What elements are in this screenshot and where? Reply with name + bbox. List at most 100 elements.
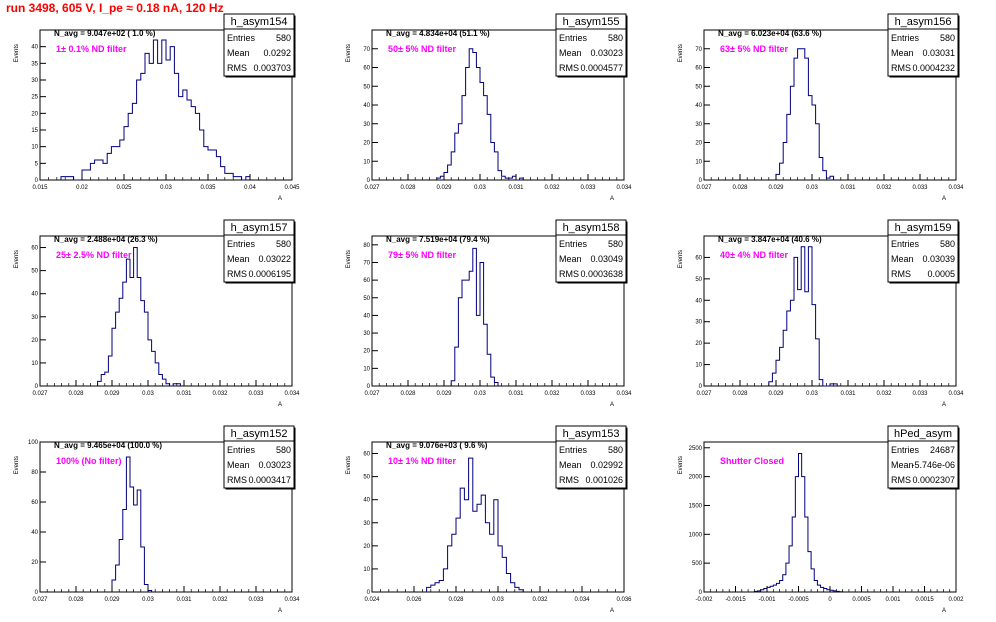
y-tick-label: 20 (695, 341, 702, 347)
stats-value-entries: 580 (276, 33, 291, 43)
stats-key-mean: Mean (227, 48, 250, 58)
x-tick-label: 0.029 (436, 185, 452, 191)
y-tick-label: 20 (363, 349, 370, 355)
y-tick-label: 10 (363, 567, 370, 573)
y-tick-label: 0 (699, 590, 703, 596)
stats-title: h_asym156 (895, 16, 952, 28)
plot-frame (39, 235, 293, 387)
x-tick-label: 0.029 (436, 391, 452, 397)
stats-value-mean: 0.0292 (263, 48, 291, 58)
y-tick-label: 70 (695, 47, 702, 53)
stats-key-mean: Mean (891, 460, 914, 470)
stats-key-rms: RMS (227, 475, 247, 485)
y-tick-label: 60 (363, 278, 370, 284)
y-tick-label: 50 (363, 296, 370, 302)
x-tick-label: 0.001 (885, 597, 901, 603)
y-tick-label: 15 (31, 128, 38, 134)
stats-title: hPed_asym (894, 428, 952, 440)
y-tick-label: 40 (31, 530, 38, 536)
stats-value-entries: 580 (276, 239, 291, 249)
y-tick-label: 30 (695, 320, 702, 326)
y-tick-label: 1000 (689, 532, 703, 538)
y-tick-label: 40 (695, 103, 702, 109)
x-axis-title: A (610, 196, 614, 202)
x-axis-title: A (610, 402, 614, 408)
histogram-line (450, 247, 499, 386)
y-tick-label: 60 (31, 500, 38, 506)
y-axis-title: Events (14, 456, 20, 474)
stats-title: h_asym153 (563, 428, 620, 440)
x-tick-label: 0.032 (544, 391, 560, 397)
panel-h_asym153: 0.024 0.026 0.028 0.03 0.032 0.034 0.036 0 10 20 3… (346, 425, 632, 614)
y-tick-label: 5 (35, 161, 39, 167)
filter-label: 50± 5% ND filter (388, 44, 456, 54)
x-tick-label: 0.031 (840, 391, 856, 397)
stats-value-entries: 580 (608, 239, 623, 249)
x-tick-label: 0.029 (104, 391, 120, 397)
panel-h_asym158: 0.027 0.028 0.029 0.03 0.031 0.032 0.033 0.034 0… (346, 219, 632, 408)
x-axis-title: A (942, 196, 946, 202)
stats-key-mean: Mean (227, 254, 250, 264)
x-tick-label: 0.033 (912, 185, 928, 191)
y-tick-label: 0 (35, 384, 39, 390)
stats-title: h_asym159 (895, 222, 952, 234)
y-tick-label: 100 (28, 440, 39, 446)
x-tick-label: 0.028 (400, 391, 416, 397)
stats-key-rms: RMS (891, 63, 911, 73)
y-tick-label: 10 (363, 366, 370, 372)
x-tick-label: 0.03 (474, 185, 486, 191)
x-tick-label: 0.035 (200, 185, 216, 191)
stats-title: h_asym154 (231, 16, 288, 28)
x-tick-label: 0.032 (876, 391, 892, 397)
x-tick-label: 0.03 (160, 185, 172, 191)
stats-key-mean: Mean (559, 460, 582, 470)
stats-value-entries: 580 (608, 445, 623, 455)
stats-key-entries: Entries (227, 445, 256, 455)
stats-value-entries: 580 (608, 33, 623, 43)
panel-h_asym154: 0.015 0.02 0.025 0.03 0.035 0.04 0.045 0 5 10 15 20… (14, 13, 300, 202)
y-tick-label: 60 (363, 66, 370, 72)
stats-value-rms: 0.0002307 (912, 475, 955, 485)
x-tick-label: 0.002 (948, 597, 964, 603)
stats-value-mean: 0.03031 (922, 48, 955, 58)
navg-label: N_avg = 6.023e+04 (63.6 %) (718, 29, 822, 38)
x-axis-title: A (278, 196, 282, 202)
x-tick-label: 0.034 (616, 391, 632, 397)
histogram-line (426, 457, 524, 592)
y-axis-title: Events (14, 44, 20, 62)
filter-label: 25± 2.5% ND filter (56, 250, 132, 260)
stats-box (223, 13, 295, 77)
histogram-line (97, 247, 181, 387)
x-tick-label: 0.03 (142, 597, 154, 603)
y-tick-label: 40 (31, 45, 38, 51)
x-tick-label: 0.031 (840, 185, 856, 191)
panel-h_asym152: 0.027 0.028 0.029 0.03 0.031 0.032 0.033 0.034 0… (14, 425, 300, 614)
stats-key-rms: RMS (891, 269, 911, 279)
stats-key-rms: RMS (559, 475, 579, 485)
x-tick-label: 0.031 (508, 391, 524, 397)
y-axis-title: Events (678, 456, 684, 474)
stats-value-mean: 0.03039 (922, 254, 955, 264)
y-tick-label: 25 (31, 95, 38, 101)
x-tick-label: 0 (828, 597, 832, 603)
y-tick-label: 80 (363, 243, 370, 249)
histogram-line (775, 48, 835, 180)
x-tick-label: 0.032 (212, 597, 228, 603)
y-tick-label: 40 (363, 313, 370, 319)
x-tick-label: 0.027 (364, 185, 380, 191)
x-tick-label: 0.028 (732, 391, 748, 397)
stats-key-entries: Entries (891, 445, 920, 455)
stats-value-entries: 580 (276, 445, 291, 455)
y-axis-title: Events (346, 44, 352, 62)
plot-frame (39, 441, 293, 593)
y-tick-label: 60 (363, 452, 370, 458)
stats-key-rms: RMS (227, 63, 247, 73)
stats-box (555, 13, 627, 77)
histogram-line (753, 453, 844, 593)
stats-key-entries: Entries (891, 33, 920, 43)
y-tick-label: 2500 (689, 446, 703, 452)
y-tick-label: 10 (695, 363, 702, 369)
panel-hPed_asym: -0.002 -0.0015 -0.001 -0.0005 0 0.0005 0.001 0.… (678, 425, 964, 614)
x-tick-label: 0.033 (912, 391, 928, 397)
y-tick-label: 0 (367, 590, 371, 596)
